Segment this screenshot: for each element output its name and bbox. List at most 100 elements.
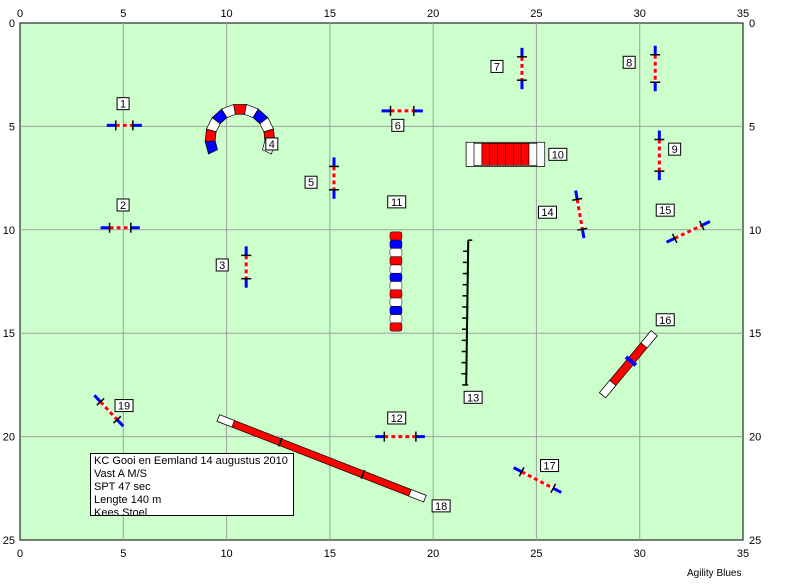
obstacle-number-6: 6 bbox=[391, 118, 405, 132]
jump-obstacle bbox=[93, 394, 125, 428]
jump-obstacle bbox=[650, 45, 661, 92]
number-box bbox=[116, 97, 130, 111]
obstacle-number-17: 17 bbox=[540, 459, 560, 473]
y-tick-label-right: 5 bbox=[749, 121, 755, 133]
number-text: 6 bbox=[395, 120, 401, 132]
jump-wing bbox=[701, 220, 711, 227]
y-tick-label-left: 20 bbox=[3, 432, 15, 444]
tunnel-ring bbox=[497, 143, 506, 166]
contact-zone bbox=[598, 379, 617, 399]
y-tick-label-right: 25 bbox=[749, 535, 761, 547]
number-box bbox=[387, 195, 407, 209]
pole-red-stripes bbox=[674, 224, 703, 240]
tunnel-ring bbox=[505, 143, 514, 166]
number-box bbox=[114, 399, 134, 413]
x-tick-label-bottom: 20 bbox=[427, 548, 439, 560]
y-tick-label-left: 25 bbox=[3, 535, 15, 547]
x-tick-label-top: 20 bbox=[427, 8, 439, 20]
chute-segment bbox=[389, 231, 403, 241]
judge-name: Kees Stoel bbox=[94, 507, 148, 519]
x-tick-label-top: 25 bbox=[530, 8, 542, 20]
number-box bbox=[668, 142, 682, 156]
jump-obstacle bbox=[328, 157, 339, 199]
jump-obstacle bbox=[106, 120, 142, 131]
x-tick-label-bottom: 35 bbox=[737, 548, 749, 560]
x-tick-label-top: 10 bbox=[220, 8, 232, 20]
x-tick-label-top: 35 bbox=[737, 8, 749, 20]
number-text: 11 bbox=[391, 197, 402, 209]
chute-segment bbox=[389, 281, 403, 291]
seesaw-pivot bbox=[624, 355, 638, 367]
jump-wing bbox=[552, 486, 562, 494]
jump-upright bbox=[96, 397, 105, 406]
number-box bbox=[655, 203, 675, 217]
number-text: 8 bbox=[626, 57, 632, 69]
y-tick-label-right: 15 bbox=[749, 328, 761, 340]
number-text: 1 bbox=[120, 99, 126, 111]
weave-poles bbox=[461, 239, 473, 386]
obstacle-number-10: 10 bbox=[548, 147, 568, 161]
number-text: 5 bbox=[308, 177, 314, 189]
x-tick-label-top: 0 bbox=[17, 8, 23, 20]
jump-upright bbox=[698, 220, 705, 231]
jump-wing bbox=[665, 236, 676, 244]
number-text: 17 bbox=[543, 461, 555, 473]
dogwalk-support bbox=[360, 469, 366, 479]
obstacle-number-14: 14 bbox=[537, 205, 557, 219]
x-tick-label-top: 5 bbox=[120, 8, 126, 20]
weave-base bbox=[465, 240, 470, 385]
obstacle-number-4: 4 bbox=[265, 137, 279, 151]
course-info-box: KC Gooi en Eemland 14 augustus 2010 Vast… bbox=[90, 453, 294, 519]
y-tick-label-left: 10 bbox=[3, 225, 15, 237]
pole-white bbox=[99, 400, 119, 421]
obstacles-layer bbox=[93, 45, 711, 503]
chute-segment bbox=[389, 248, 403, 257]
contact-zone bbox=[640, 330, 658, 349]
obstacle-number-12: 12 bbox=[387, 411, 407, 425]
chute-segment bbox=[389, 256, 403, 266]
obstacle-number-7: 7 bbox=[490, 59, 504, 73]
obstacle-number-5: 5 bbox=[304, 175, 318, 189]
tunnel-ring bbox=[528, 143, 538, 166]
number-box bbox=[116, 198, 130, 212]
number-box bbox=[304, 175, 318, 189]
obstacle-number-1: 1 bbox=[116, 97, 130, 111]
number-text: 19 bbox=[118, 401, 130, 413]
y-tick-label-right: 20 bbox=[749, 432, 761, 444]
number-text: 2 bbox=[120, 200, 126, 212]
obstacle-number-3: 3 bbox=[215, 258, 229, 272]
number-text: 10 bbox=[552, 149, 564, 161]
jump-obstacle bbox=[381, 105, 423, 116]
dogwalk-support bbox=[277, 437, 283, 447]
jump-wing bbox=[580, 228, 586, 239]
pole-red-stripes bbox=[520, 470, 554, 490]
chute-segment bbox=[389, 297, 403, 307]
x-tick-label-bottom: 30 bbox=[634, 548, 646, 560]
y-tick-label-right: 0 bbox=[749, 18, 755, 30]
tunnel-ring bbox=[465, 142, 475, 167]
jump-obstacle bbox=[516, 47, 527, 90]
jump-obstacle bbox=[100, 222, 140, 233]
jump-upright bbox=[550, 483, 557, 494]
tunnel-ring bbox=[473, 143, 483, 166]
jump-wing bbox=[513, 466, 523, 474]
obstacle-number-8: 8 bbox=[622, 55, 636, 69]
number-box bbox=[548, 147, 568, 161]
obstacle-number-2: 2 bbox=[116, 198, 130, 212]
contact-zone bbox=[216, 414, 235, 428]
y-tick-label-right: 10 bbox=[749, 225, 761, 237]
x-tick-label-bottom: 0 bbox=[17, 548, 23, 560]
jump-upright bbox=[577, 227, 588, 231]
standard-time: SPT 47 sec bbox=[94, 481, 151, 493]
number-box bbox=[387, 411, 407, 425]
jump-upright bbox=[671, 233, 678, 244]
chute-segment bbox=[389, 289, 403, 299]
obstacle-number-19: 19 bbox=[114, 399, 134, 413]
tunnel-segment bbox=[233, 104, 247, 115]
number-box bbox=[431, 499, 451, 513]
number-text: 12 bbox=[391, 413, 403, 425]
chute-segment bbox=[389, 272, 403, 282]
seesaw bbox=[598, 330, 658, 399]
brand-label: Agility Blues bbox=[687, 568, 742, 579]
x-tick-label-bottom: 10 bbox=[220, 548, 232, 560]
